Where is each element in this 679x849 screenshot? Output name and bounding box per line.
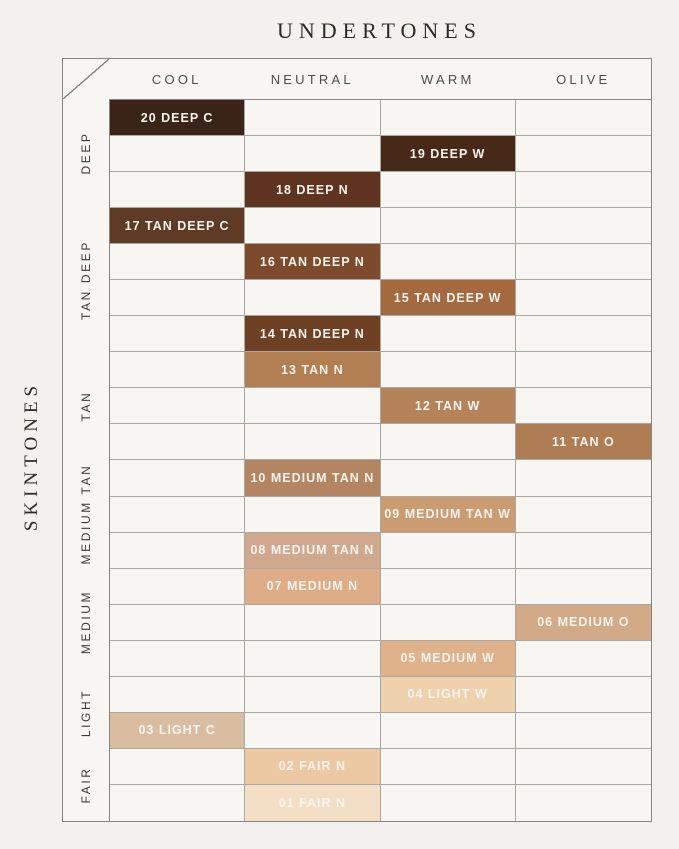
shade-cell: 16 TAN DEEP N — [245, 244, 381, 281]
empty-cell — [245, 604, 381, 641]
empty-cell — [110, 568, 246, 605]
skintone-group-label-medium-tan: MEDIUM TAN — [79, 463, 93, 565]
skintone-group-label-medium: MEDIUM — [79, 590, 93, 655]
shade-cell: 05 MEDIUM W — [380, 640, 516, 677]
shade-cell: 12 TAN W — [380, 388, 516, 425]
empty-cell — [515, 749, 651, 785]
empty-cell — [245, 712, 381, 749]
skintone-group-labels: DEEP TAN DEEP TAN MEDIUM TAN MEDIUM LIGHT FAIR — [63, 99, 109, 821]
shade-cell: 20 DEEP C — [110, 100, 246, 137]
empty-cell — [110, 388, 246, 425]
empty-cell — [515, 172, 651, 209]
undertone-header-row: COOL NEUTRAL WARM OLIVE — [63, 59, 651, 99]
empty-cell — [245, 640, 381, 677]
shade-cell: 17 TAN DEEP C — [110, 208, 246, 245]
shade-matrix-chart: COOL NEUTRAL WARM OLIVE DEEP TAN DEEP TAN M… — [62, 58, 652, 822]
shade-cell: 06 MEDIUM O — [515, 604, 651, 641]
shade-cell: 13 TAN N — [245, 352, 381, 389]
empty-cell — [515, 497, 651, 533]
empty-cell — [110, 496, 246, 533]
chart-body: DEEP TAN DEEP TAN MEDIUM TAN MEDIUM LIGHT FAIR… — [63, 99, 651, 821]
undertones-title: UNDERTONES — [277, 18, 482, 43]
shade-cell: 19 DEEP W — [380, 136, 516, 173]
empty-cell — [516, 785, 651, 821]
empty-cell — [245, 496, 381, 533]
empty-cell — [515, 460, 651, 497]
empty-cell — [515, 352, 651, 389]
empty-cell — [110, 280, 246, 317]
skintone-group-label-tan: TAN — [79, 390, 93, 422]
skintone-group-label-light: LIGHT — [79, 688, 93, 737]
shade-cell: 07 MEDIUM N — [245, 568, 381, 605]
skintone-group-label-deep: DEEP — [79, 131, 93, 175]
empty-cell — [245, 208, 381, 245]
empty-cell — [515, 569, 651, 605]
shade-cell: 04 LIGHT W — [380, 676, 516, 713]
empty-cell — [110, 424, 246, 461]
empty-cell — [515, 713, 651, 749]
shade-cell: 02 FAIR N — [245, 748, 381, 785]
shade-cell: 01 FAIR N — [245, 784, 381, 821]
empty-cell — [245, 424, 381, 461]
empty-cell — [515, 136, 651, 173]
corner-diagonal-cell — [63, 59, 109, 99]
empty-cell — [110, 316, 246, 353]
empty-cell — [515, 280, 651, 317]
empty-cell — [380, 604, 516, 641]
empty-cell — [515, 677, 651, 713]
empty-cell — [380, 532, 516, 569]
empty-cell — [245, 100, 381, 137]
shade-cell: 10 MEDIUM TAN N — [245, 460, 381, 497]
shade-grid: 20 DEEP C 19 DEEP W 18 DEEP N 17 TAN DEEP C… — [109, 99, 651, 821]
empty-cell — [110, 172, 246, 209]
empty-cell — [380, 100, 516, 137]
column-header-cool: COOL — [151, 71, 202, 87]
empty-cell — [515, 533, 651, 569]
skintones-axis-label: SKINTONES — [21, 380, 42, 532]
empty-cell — [380, 712, 516, 749]
empty-cell — [110, 532, 246, 569]
empty-cell — [245, 136, 381, 173]
column-header-neutral: NEUTRAL — [270, 71, 354, 87]
empty-cell — [245, 280, 381, 317]
empty-cell — [110, 748, 246, 785]
empty-cell — [380, 748, 516, 785]
shade-cell: 14 TAN DEEP N — [245, 316, 381, 353]
empty-cell — [380, 352, 516, 389]
column-header-warm: WARM — [421, 71, 475, 87]
shade-cell: 08 MEDIUM TAN N — [245, 532, 381, 569]
skintone-group-label-tan-deep: TAN DEEP — [79, 239, 93, 320]
empty-cell — [380, 460, 516, 497]
shade-cell: 09 MEDIUM TAN W — [380, 496, 516, 533]
empty-cell — [110, 352, 246, 389]
empty-cell — [380, 172, 516, 209]
empty-cell — [110, 640, 246, 677]
empty-cell — [515, 641, 651, 677]
empty-cell — [245, 676, 381, 713]
empty-cell — [380, 568, 516, 605]
empty-cell — [110, 604, 246, 641]
empty-cell — [110, 244, 246, 281]
empty-cell — [245, 388, 381, 425]
empty-cell — [110, 676, 246, 713]
empty-cell — [515, 244, 651, 281]
empty-cell — [515, 388, 651, 425]
empty-cell — [380, 316, 516, 353]
empty-cell — [380, 424, 516, 461]
empty-cell — [515, 316, 651, 353]
empty-cell — [381, 784, 516, 821]
shade-cell: 18 DEEP N — [245, 172, 381, 209]
empty-cell — [380, 244, 516, 281]
shade-cell: 03 LIGHT C — [110, 712, 246, 749]
shade-cell: 15 TAN DEEP W — [380, 280, 516, 317]
shade-cell: 11 TAN O — [515, 424, 651, 461]
skintone-group-label-fair: FAIR — [79, 766, 93, 804]
empty-cell — [380, 208, 516, 245]
empty-cell — [515, 100, 651, 137]
column-header-olive: OLIVE — [556, 71, 611, 87]
empty-cell — [515, 208, 651, 245]
empty-cell — [110, 784, 246, 821]
empty-cell — [110, 136, 246, 173]
empty-cell — [110, 460, 246, 497]
